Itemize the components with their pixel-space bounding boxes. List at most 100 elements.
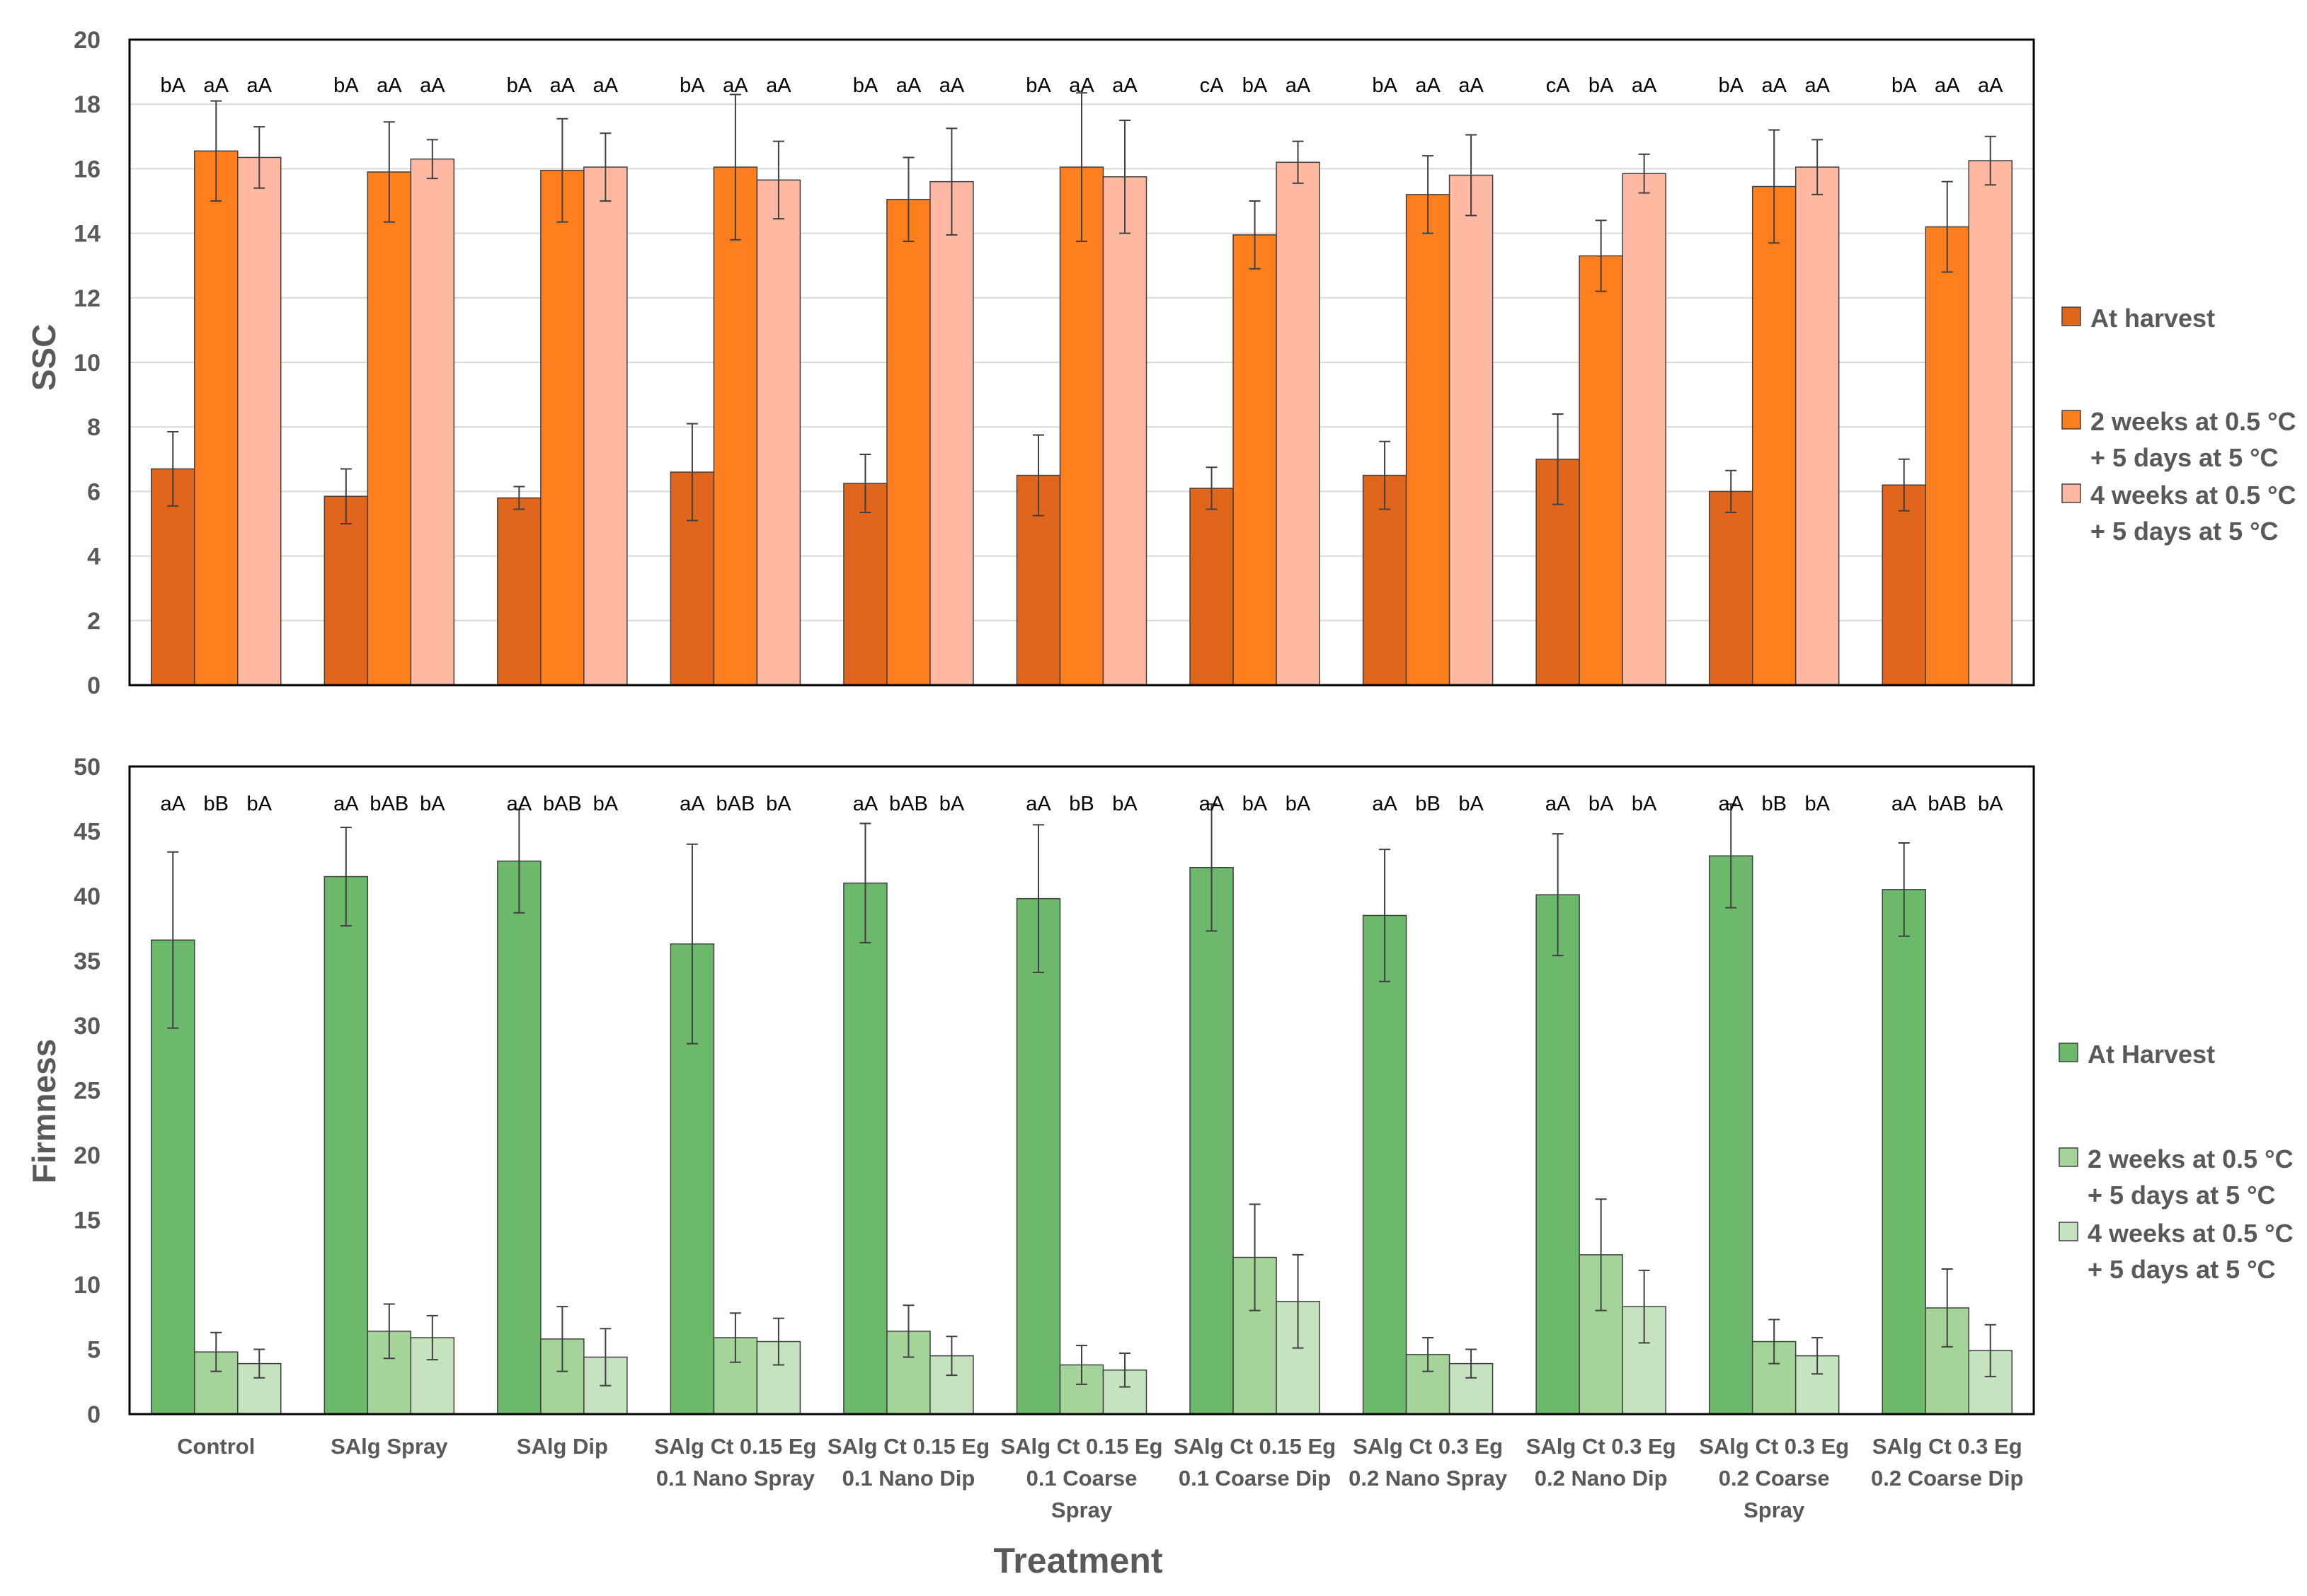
significance-letter: aA — [1069, 74, 1094, 97]
y-tick-label: 14 — [74, 221, 101, 248]
significance-letter: aA — [507, 793, 532, 815]
x-tick-label: SAlg Ct 0.15 Eg — [1174, 1434, 1336, 1459]
y-tick-label: 8 — [87, 414, 101, 441]
x-tick-label: 0.1 Nano Spray — [656, 1466, 815, 1491]
bar — [1059, 166, 1104, 686]
significance-letter: aA — [853, 793, 878, 815]
significance-letter: aA — [766, 74, 791, 97]
legend-label: 4 weeks at 0.5 °C — [2088, 1219, 2294, 1248]
y-tick-label: 20 — [74, 27, 101, 54]
significance-letter: bA — [1372, 74, 1397, 97]
x-tick-label: 0.2 Coarse Dip — [1871, 1466, 2023, 1491]
x-tick-label: Control — [177, 1434, 255, 1459]
y-tick-label: 50 — [74, 754, 101, 781]
significance-letter: bA — [1891, 74, 1917, 97]
x-tick-label: SAlg Ct 0.3 Eg — [1699, 1434, 1849, 1459]
significance-letter: aA — [1804, 74, 1830, 97]
plot-frame — [128, 38, 2035, 687]
legend-label: + 5 days at 5 °C — [2090, 443, 2279, 472]
significance-letter: bA — [1718, 74, 1744, 97]
bar — [367, 171, 412, 686]
firmness-y-axis-label: Firmness — [25, 1039, 62, 1184]
significance-letter: aA — [1026, 793, 1051, 815]
significance-letter: bA — [161, 74, 186, 97]
significance-letter: bA — [1242, 74, 1268, 97]
significance-letter: aA — [680, 793, 705, 815]
x-tick-label: SAlg Spray — [331, 1434, 448, 1459]
x-axis-title: Treatment — [994, 1541, 1163, 1580]
significance-letter: bA — [1588, 74, 1614, 97]
bar — [1968, 160, 2013, 686]
significance-letter: aA — [723, 74, 748, 97]
significance-letter: bA — [1588, 793, 1614, 815]
bar — [1579, 255, 1623, 686]
significance-letter: bA — [766, 793, 791, 815]
bar — [1925, 226, 1969, 686]
legend-label: + 5 days at 5 °C — [2088, 1181, 2276, 1210]
bar — [497, 860, 542, 1415]
bar — [929, 180, 974, 686]
x-tick-label: SAlg Dip — [517, 1434, 608, 1459]
significance-letter: bB — [1415, 793, 1440, 815]
significance-letter: bA — [1286, 793, 1311, 815]
ssc-chart: SSC 0 2 4 6 8 10 12 14 16 18 20 bA bA bA bA bA bA cA bA cA b… — [25, 27, 2296, 699]
significance-letter: bB — [1069, 793, 1094, 815]
x-tick-label: 0.2 Coarse — [1719, 1466, 1830, 1491]
bar — [1016, 897, 1061, 1415]
significance-letter: bA — [853, 74, 878, 97]
significance-letter: bA — [1242, 793, 1268, 815]
x-tick-label: SAlg Ct 0.15 Eg — [828, 1434, 990, 1459]
significance-letter: aA — [1372, 793, 1397, 815]
significance-letter: aA — [1935, 74, 1960, 97]
significance-letter: aA — [550, 74, 576, 97]
significance-letter: aA — [1112, 74, 1138, 97]
significance-letter: bA — [680, 74, 705, 97]
y-tick-label: 40 — [74, 883, 101, 910]
bar — [1276, 161, 1320, 686]
y-tick-label: 18 — [74, 91, 101, 118]
significance-letter: aA — [1891, 793, 1917, 815]
plot-frame — [128, 765, 2035, 1416]
significance-letter: aA — [1761, 74, 1787, 97]
bar — [1622, 173, 1666, 686]
bar — [1405, 194, 1450, 686]
x-tick-label: SAlg Ct 0.3 Eg — [1353, 1434, 1503, 1459]
x-tick-label: SAlg Ct 0.3 Eg — [1526, 1434, 1676, 1459]
significance-letter: aA — [247, 74, 273, 97]
bar — [756, 179, 801, 686]
legend-swatch — [2059, 1222, 2078, 1241]
significance-letter: aA — [333, 793, 359, 815]
x-tick-label: SAlg Ct 0.15 Eg — [654, 1434, 816, 1459]
significance-letter: bA — [1458, 793, 1484, 815]
significance-letter: bAB — [1928, 793, 1967, 815]
significance-letter: bB — [1761, 793, 1786, 815]
legend-swatch — [2061, 306, 2081, 326]
x-tick-label: 0.2 Nano Dip — [1535, 1466, 1668, 1491]
y-tick-label: 45 — [74, 819, 101, 846]
bar — [1189, 866, 1234, 1415]
bar — [1882, 889, 1926, 1415]
bar — [583, 166, 628, 686]
bar — [713, 166, 758, 686]
y-tick-label: 5 — [87, 1337, 101, 1364]
significance-letter: aA — [420, 74, 445, 97]
significance-letter: bA — [1978, 793, 2003, 815]
significance-letter: aA — [896, 74, 922, 97]
significance-letter: cA — [1200, 74, 1225, 97]
bar — [1535, 894, 1580, 1415]
bar — [1448, 174, 1494, 686]
significance-letter: aA — [204, 74, 229, 97]
bar — [1708, 855, 1753, 1415]
y-tick-label: 6 — [87, 478, 101, 505]
significance-letter: aA — [593, 74, 619, 97]
significance-letter: bA — [420, 793, 445, 815]
bar — [497, 497, 542, 686]
legend-swatch — [2061, 483, 2081, 503]
bar — [1708, 490, 1753, 686]
y-tick-label: 10 — [74, 1272, 101, 1299]
legend-label: At harvest — [2090, 304, 2215, 333]
y-tick-label: 4 — [87, 544, 101, 570]
bar — [410, 158, 455, 686]
bar — [237, 156, 282, 686]
